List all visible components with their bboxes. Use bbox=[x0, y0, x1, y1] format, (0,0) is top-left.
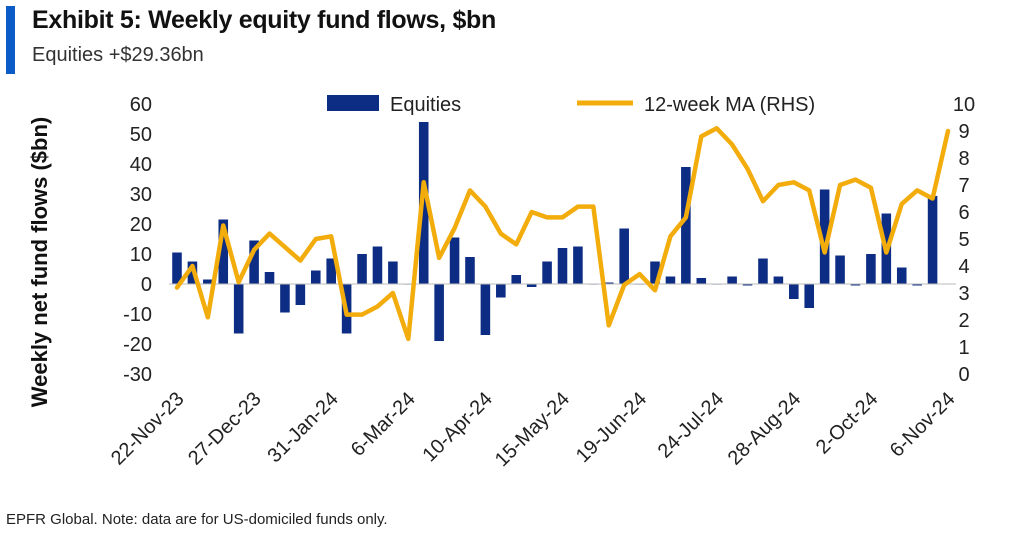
bar-equities bbox=[835, 255, 845, 284]
bar-equities bbox=[280, 284, 290, 313]
y-right-tick-label: 1 bbox=[958, 337, 969, 359]
source-note: EPFR Global. Note: data are for US-domic… bbox=[6, 511, 388, 528]
chart-subtitle: Equities +$29.36bn bbox=[32, 44, 204, 66]
bar-equities bbox=[449, 237, 460, 284]
bar-equities bbox=[218, 219, 229, 284]
bar-equities bbox=[927, 195, 938, 284]
bar-equities bbox=[866, 254, 876, 284]
bar-equities bbox=[789, 284, 799, 299]
bar-equities bbox=[804, 284, 815, 308]
ma-line bbox=[174, 126, 951, 342]
y-right-tick-label: 7 bbox=[958, 175, 969, 197]
bar-equities bbox=[912, 284, 922, 286]
bar-equities bbox=[388, 261, 398, 284]
y-right-tick-label: 6 bbox=[958, 202, 969, 224]
bar-equities bbox=[295, 284, 306, 305]
bar-equities bbox=[681, 167, 691, 284]
y-right-tick-label: 4 bbox=[958, 256, 969, 278]
x-tick-label: 6-Mar-24 bbox=[347, 388, 420, 461]
y-right-tick-label: 5 bbox=[958, 229, 969, 251]
x-tick-label: 6-Nov-24 bbox=[886, 388, 960, 462]
y-left-tick-label: 0 bbox=[141, 274, 152, 296]
bar-equities bbox=[850, 284, 861, 286]
bar-equities bbox=[773, 276, 784, 284]
bar-equities bbox=[665, 276, 676, 284]
x-tick-label: 31-Jan-24 bbox=[263, 388, 342, 467]
legend-label-ma: 12-week MA (RHS) bbox=[644, 94, 815, 116]
bar-equities bbox=[542, 261, 552, 284]
bar-equities bbox=[372, 246, 383, 284]
y-left-tick-label: -20 bbox=[123, 334, 152, 356]
y-right-tick-label: 2 bbox=[958, 310, 969, 332]
x-tick-label: 27-Dec-23 bbox=[184, 388, 266, 470]
y-axis-left-ticks: 60 50 40 30 20 10 0 -10 -20 -30 bbox=[123, 94, 152, 386]
bar-equities bbox=[557, 248, 568, 284]
x-tick-label: 19-Jun-24 bbox=[572, 388, 651, 467]
bar-equities bbox=[233, 284, 244, 334]
bar-equities bbox=[310, 270, 321, 284]
bar-equities bbox=[896, 267, 907, 284]
chart-title: Exhibit 5: Weekly equity fund flows, $bn bbox=[32, 6, 496, 34]
bar-equities bbox=[819, 189, 830, 284]
title-accent-bar bbox=[6, 6, 15, 74]
x-tick-label: 28-Aug-24 bbox=[724, 388, 806, 470]
bar-equities bbox=[249, 240, 259, 284]
bar-equities bbox=[326, 258, 336, 284]
y-right-tick-label: 9 bbox=[958, 121, 969, 143]
bar-equities bbox=[511, 275, 522, 284]
y-right-tick-label: 0 bbox=[958, 364, 969, 386]
y-left-tick-label: -30 bbox=[123, 364, 152, 386]
chart-svg: Weekly net fund flows ($bn) Equities 12-… bbox=[27, 94, 975, 471]
y-left-tick-label: 60 bbox=[130, 94, 152, 116]
line-series-ma bbox=[174, 126, 951, 342]
bar-equities bbox=[264, 272, 275, 284]
bar-equities bbox=[496, 284, 506, 298]
bar-equities bbox=[758, 258, 768, 284]
x-tick-label: 2-Oct-24 bbox=[812, 388, 883, 459]
bar-equities bbox=[573, 246, 583, 284]
bar-series-equities bbox=[172, 122, 938, 341]
bar-equities bbox=[357, 254, 367, 284]
y-right-tick-label: 3 bbox=[958, 283, 969, 305]
x-tick-label: 10-Apr-24 bbox=[418, 388, 496, 466]
y-right-tick-label: 10 bbox=[953, 94, 975, 116]
bar-equities bbox=[696, 278, 707, 284]
bar-equities bbox=[603, 282, 614, 284]
bar-equities bbox=[742, 284, 753, 286]
x-tick-label: 15-May-24 bbox=[491, 388, 574, 471]
bar-equities bbox=[172, 252, 182, 284]
y-left-tick-label: -10 bbox=[123, 304, 152, 326]
legend: Equities 12-week MA (RHS) bbox=[327, 94, 815, 116]
y-left-tick-label: 40 bbox=[130, 154, 152, 176]
legend-swatch-equities bbox=[327, 95, 379, 111]
bar-equities bbox=[526, 284, 537, 287]
x-tick-label: 24-Jul-24 bbox=[654, 388, 729, 463]
bar-equities bbox=[619, 228, 629, 284]
bar-equities bbox=[650, 261, 660, 284]
x-tick-label: 22-Nov-23 bbox=[107, 388, 189, 470]
bar-equities bbox=[465, 257, 475, 284]
y-right-tick-label: 8 bbox=[958, 148, 969, 170]
bar-equities bbox=[480, 284, 491, 335]
bar-equities bbox=[203, 279, 213, 284]
y-left-tick-label: 20 bbox=[130, 214, 152, 236]
y-left-tick-label: 30 bbox=[130, 184, 152, 206]
y-axis-label: Weekly net fund flows ($bn) bbox=[27, 117, 52, 408]
bar-equities bbox=[727, 276, 737, 284]
y-left-tick-label: 10 bbox=[130, 244, 152, 266]
legend-label-equities: Equities bbox=[390, 94, 461, 116]
y-left-tick-label: 50 bbox=[130, 124, 152, 146]
bar-equities bbox=[434, 284, 444, 341]
